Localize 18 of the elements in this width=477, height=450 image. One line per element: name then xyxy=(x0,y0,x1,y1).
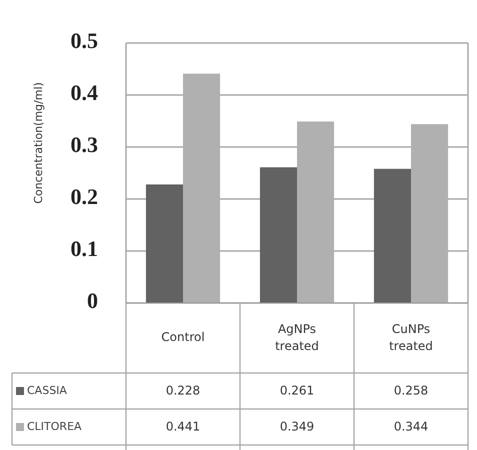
legend-label: CLITOREA xyxy=(27,420,82,434)
data-label: 0.228 xyxy=(166,383,200,398)
y-tick-label: 0 xyxy=(87,288,98,314)
data-label: 0.261 xyxy=(280,383,314,398)
x-tick-label: CuNPs treated xyxy=(389,322,433,354)
data-label: 0.344 xyxy=(394,419,428,434)
y-tick-label: 0.5 xyxy=(70,28,98,54)
x-tick-label: AgNPs treated xyxy=(275,322,319,354)
data-label: 0.349 xyxy=(280,419,314,434)
legend-label: CASSIA xyxy=(27,384,68,398)
data-label: 0.258 xyxy=(394,383,428,398)
data-label: 0.441 xyxy=(166,419,200,434)
y-tick-label: 0.4 xyxy=(70,80,98,106)
y-tick-label: 0.1 xyxy=(70,236,98,262)
y-tick-label: 0.2 xyxy=(70,184,98,210)
x-tick-label: Control xyxy=(161,330,205,344)
y-axis-title: Concentration(mg/ml) xyxy=(32,82,45,204)
y-tick-label: 0.3 xyxy=(70,132,98,158)
